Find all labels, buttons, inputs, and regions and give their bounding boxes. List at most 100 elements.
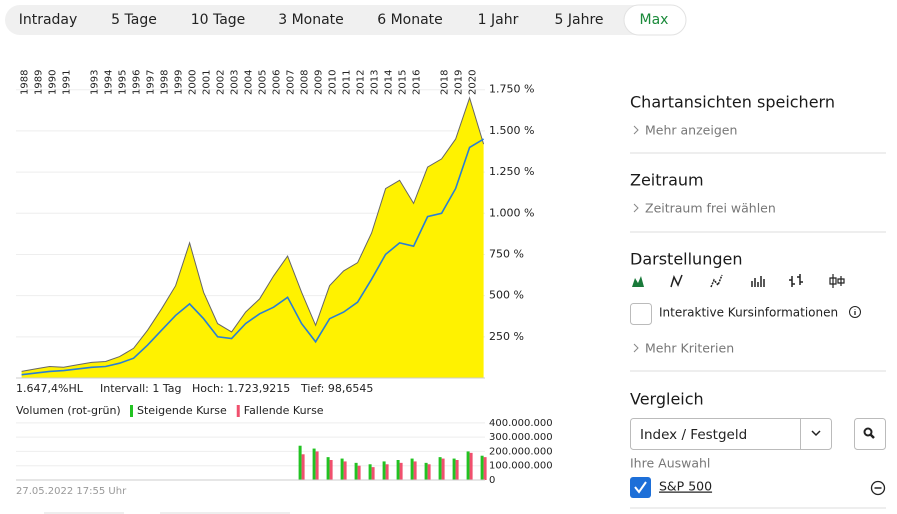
tab[interactable]: 3 Monate [278, 12, 344, 28]
info-icon[interactable] [849, 306, 861, 318]
legend-label: Steigende Kurse [137, 404, 227, 417]
chevron [633, 203, 639, 213]
x-tick-label: 1998 [160, 70, 171, 95]
select[interactable] [630, 418, 832, 450]
bar [357, 465, 361, 480]
line [21, 138, 485, 376]
search-icon [869, 433, 875, 439]
x-tick-label: 1996 [132, 70, 143, 95]
section-title: Chartansichten speichern [630, 93, 835, 112]
change: 1.647,4%HL [16, 382, 84, 395]
link[interactable]: Mehr anzeigen [645, 123, 737, 138]
x-tick-label: 2014 [384, 70, 395, 95]
tab[interactable]: 5 Jahre [555, 12, 604, 28]
x-tick-label: 2015 [398, 70, 409, 95]
link[interactable]: Mehr Kriterien [645, 341, 734, 356]
tab[interactable]: 6 Monate [377, 12, 443, 28]
x-tick-label: 1991 [62, 70, 73, 95]
area [21, 97, 484, 379]
bar [441, 458, 445, 480]
x-tick-label: 2004 [244, 70, 255, 95]
bar [483, 457, 487, 480]
tab[interactable]: Intraday [19, 12, 78, 28]
y-tick-label: 0 [489, 475, 495, 486]
bar [455, 460, 459, 480]
bar [413, 461, 417, 480]
x-tick-label: 2009 [314, 70, 325, 95]
bar [438, 457, 442, 480]
bar [326, 457, 330, 480]
x-tick-label: 2005 [258, 70, 269, 95]
bar [466, 451, 470, 480]
bar [340, 458, 344, 480]
bar [371, 467, 375, 480]
bar [399, 462, 403, 480]
x-tick-label: 2011 [342, 70, 353, 95]
label: Ihre Auswahl [630, 456, 710, 471]
x-tick-label: 1995 [118, 70, 129, 95]
x-tick-label: 1999 [174, 70, 185, 95]
legend-label: Fallende Kurse [244, 404, 324, 417]
tab-active[interactable] [623, 4, 687, 36]
y-tick-label: 750 % [489, 247, 524, 260]
x-tick-label: 1990 [48, 70, 59, 95]
section-title: Darstellungen [630, 250, 742, 269]
y-tick-label: 1.000 % [489, 206, 534, 219]
bar [382, 461, 386, 480]
select-value[interactable]: Index / Festgeld [640, 427, 747, 443]
x-tick-label: 2010 [328, 70, 339, 95]
high: Hoch: 1.723,9215 [192, 382, 290, 395]
tab[interactable]: 10 Tage [191, 12, 246, 28]
line [21, 96, 485, 372]
low: Tief: 98,6545 [300, 382, 373, 395]
remove-button[interactable] [870, 480, 886, 496]
y-tick-label: 1.500 % [489, 124, 534, 137]
dropdown-arrow [811, 430, 821, 437]
tab[interactable]: Max [640, 12, 669, 28]
display-icons[interactable] [632, 274, 845, 288]
legend-swatch [130, 405, 133, 417]
bar [427, 464, 431, 480]
timestamp: 27.05.2022 17:55 Uhr [16, 486, 127, 497]
y-tick-label: 250 % [489, 330, 524, 343]
bar [368, 464, 372, 480]
y-tick-label: 1.750 % [489, 83, 534, 96]
y-tick-label: 300.000.000 [489, 432, 553, 443]
bar [315, 451, 319, 480]
x-tick-label: 2012 [356, 70, 367, 95]
y-tick-label: 400.000.000 [489, 418, 553, 429]
x-tick-label: 2003 [230, 70, 241, 95]
x-tick-label: 2002 [216, 70, 227, 95]
x-tick-label: 2019 [454, 70, 465, 95]
checkmark [634, 481, 647, 494]
x-tick-label: 2001 [202, 70, 213, 95]
tab[interactable]: 1 Jahr [478, 12, 519, 28]
bar [480, 455, 484, 480]
bar [329, 460, 333, 480]
x-tick-label: 2006 [272, 70, 283, 95]
y-tick-label: 200.000.000 [489, 446, 553, 457]
chevron [633, 343, 639, 353]
x-tick-label: 1993 [90, 70, 101, 95]
x-tick-label: 1988 [20, 70, 31, 95]
chevron [633, 125, 639, 135]
x-tick-label: 2000 [188, 70, 199, 95]
checkbox[interactable] [630, 303, 652, 325]
section-title: Zeitraum [630, 171, 704, 190]
legend-swatch [236, 405, 240, 417]
x-tick-label: 2020 [468, 70, 479, 95]
checkbox[interactable] [630, 477, 651, 498]
tab[interactable]: 5 Tage [111, 12, 157, 28]
link[interactable]: Zeitraum frei wählen [645, 201, 776, 216]
bar [298, 445, 302, 480]
y-tick-label: 100.000.000 [489, 461, 553, 472]
checkbox-label[interactable]: Interaktive Kursinformationen [659, 306, 838, 320]
bar [301, 454, 305, 480]
section-title: Vergleich [630, 390, 704, 409]
x-tick-label: 1997 [146, 70, 157, 95]
y-tick-label: 1.250 % [489, 165, 534, 178]
x-tick-label: 1994 [104, 70, 115, 95]
selection[interactable]: S&P 500 [659, 479, 712, 494]
x-tick-label: 2016 [412, 70, 423, 95]
